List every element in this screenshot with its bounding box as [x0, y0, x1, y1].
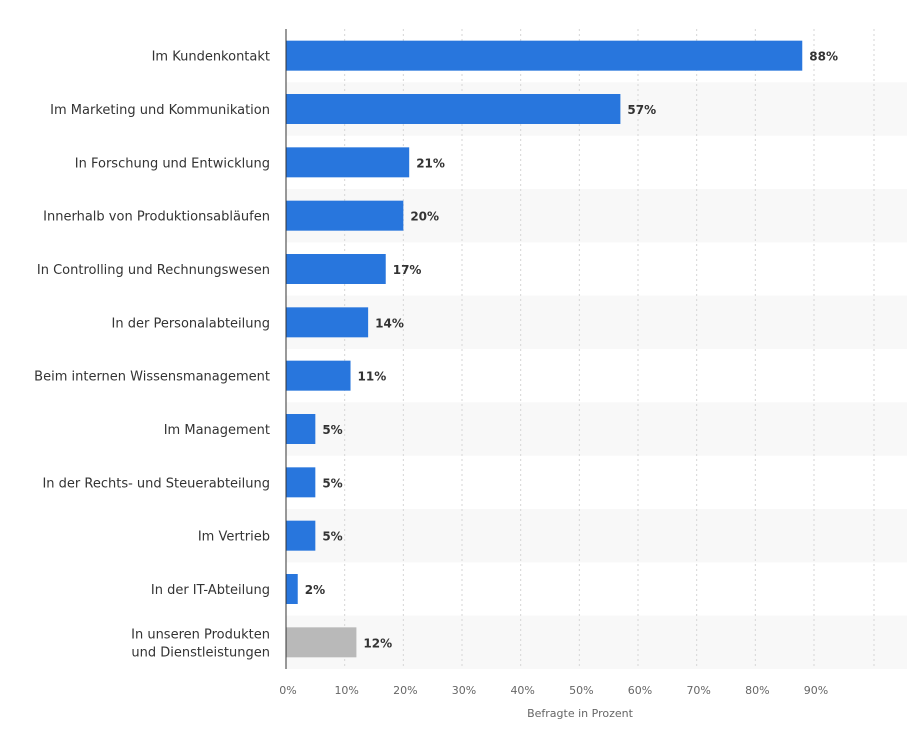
bar[interactable]: [286, 627, 357, 658]
value-label: 5%: [322, 423, 342, 437]
value-label: 12%: [363, 636, 392, 650]
x-tick-label: 20%: [393, 684, 417, 697]
row-bands: [286, 82, 907, 669]
x-tick-label: 80%: [745, 684, 769, 697]
row-band: [286, 295, 907, 349]
bar[interactable]: [286, 40, 803, 71]
category-label: In der IT-Abteilung: [151, 583, 270, 598]
bar[interactable]: [286, 254, 386, 284]
category-label: Im Management: [164, 423, 270, 438]
value-labels: 88% 57% 21% 20% 17% 14% 11% 5% 5% 5% 2% 12%: [305, 50, 838, 651]
category-labels: Im Kundenkontakt Im Marketing und Kommuni…: [34, 50, 270, 661]
x-tick-label: 30%: [452, 684, 476, 697]
value-label: 17%: [393, 263, 422, 277]
x-tick-label: 60%: [628, 684, 652, 697]
value-label: 5%: [322, 476, 342, 490]
category-label: Im Vertrieb: [198, 530, 270, 545]
value-label: 11%: [358, 370, 387, 384]
category-label: Im Marketing und Kommunikation: [50, 103, 270, 118]
bar[interactable]: [286, 360, 351, 391]
x-axis-title: Befragte in Prozent: [527, 707, 633, 720]
category-label: In Forschung und Entwicklung: [75, 156, 270, 171]
category-label: In Controlling und Rechnungswesen: [37, 263, 270, 278]
x-tick-label: 40%: [510, 684, 534, 697]
row-band: [286, 402, 907, 456]
category-label: Innerhalb von Produktionsabläufen: [43, 210, 270, 225]
row-band: [286, 509, 907, 563]
x-tick-label: 90%: [804, 684, 828, 697]
bar[interactable]: [286, 307, 369, 338]
value-label: 21%: [416, 156, 445, 170]
bar[interactable]: [286, 147, 410, 178]
category-label: In der Rechts- und Steuerabteilung: [42, 476, 270, 491]
x-tick-label: 50%: [569, 684, 593, 697]
x-axis-ticks: 0% 10% 20% 30% 40% 50% 60% 70% 80% 90%: [279, 684, 828, 697]
value-label: 5%: [322, 530, 342, 544]
row-band: [286, 615, 907, 669]
value-label: 20%: [410, 210, 439, 224]
bar[interactable]: [286, 94, 621, 124]
value-label: 57%: [627, 103, 656, 117]
gridlines: [344, 29, 875, 669]
bar[interactable]: [286, 200, 404, 231]
category-label: In unseren Produkten und Dienstleistungen: [131, 627, 270, 660]
x-tick-label: 10%: [334, 684, 358, 697]
category-label: In der Personalabteilung: [112, 316, 270, 331]
x-tick-label: 70%: [686, 684, 710, 697]
value-label: 2%: [305, 583, 325, 597]
category-label: Beim internen Wissensmanagement: [34, 370, 270, 385]
bar[interactable]: [286, 520, 316, 551]
bar[interactable]: [286, 414, 316, 444]
category-label: Im Kundenkontakt: [152, 50, 270, 65]
bar[interactable]: [286, 574, 298, 604]
value-label: 88%: [809, 50, 838, 64]
bar[interactable]: [286, 467, 316, 498]
x-tick-label: 0%: [279, 684, 296, 697]
value-label: 14%: [375, 316, 404, 330]
bars: [286, 40, 803, 658]
